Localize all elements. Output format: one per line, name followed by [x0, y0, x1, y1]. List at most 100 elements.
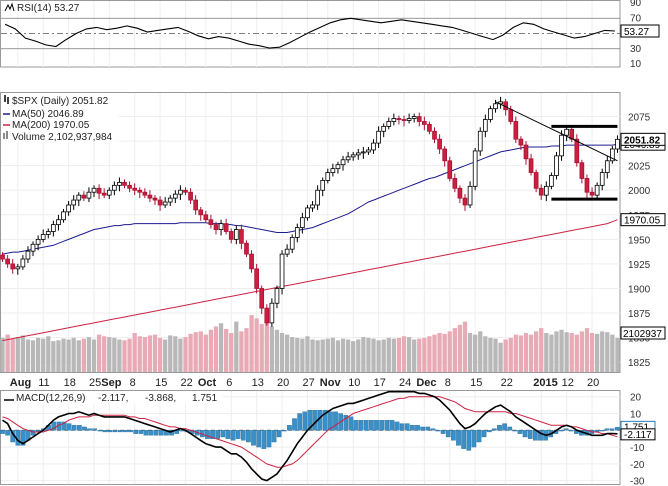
- candle-body: [157, 199, 163, 206]
- ma50-legend-label: MA(50) 2046.89: [12, 109, 84, 120]
- volume-bar: [198, 331, 203, 372]
- macd-histogram-bar: [281, 430, 287, 432]
- macd-histogram-bar: [66, 423, 72, 431]
- candle-body: [422, 121, 427, 125]
- candle-body: [218, 223, 224, 230]
- macd-histogram-bar: [158, 430, 164, 436]
- macd-histogram-bar: [466, 430, 472, 451]
- candle-body: [208, 219, 214, 226]
- trend-line: [495, 101, 618, 162]
- candle-body: [518, 138, 524, 146]
- volume-bar: [30, 340, 36, 372]
- macd-line: [2, 390, 618, 482]
- candle-body: [396, 118, 402, 120]
- volume-bar: [594, 333, 600, 372]
- macd-histogram-bar: [384, 420, 390, 431]
- macd-histogram-bar: [102, 430, 108, 433]
- candle-body: [371, 142, 376, 151]
- volume-bar: [142, 337, 147, 372]
- volume-bar: [117, 339, 122, 372]
- candle-body: [279, 253, 285, 289]
- candle-body: [5, 258, 10, 265]
- x-axis-label: 17: [374, 377, 386, 389]
- volume-bar: [218, 323, 224, 372]
- macd-histogram-bar: [604, 428, 610, 431]
- macd-histogram-bar: [568, 430, 574, 432]
- volume-bar: [86, 337, 92, 372]
- macd-histogram-bar: [599, 430, 605, 432]
- x-axis-label: 24: [399, 377, 411, 389]
- volume-bar: [559, 329, 564, 372]
- candle-body: [172, 193, 178, 199]
- x-axis-label: Sep: [101, 377, 121, 389]
- candle-body: [137, 189, 143, 193]
- candle-body: [391, 118, 397, 122]
- volume-bar: [391, 338, 396, 372]
- candle-body: [203, 214, 209, 221]
- macd-histogram-bar: [497, 425, 502, 431]
- volume-bar: [66, 339, 71, 372]
- macd-histogram-bar: [492, 428, 497, 431]
- candle-body: [355, 152, 361, 156]
- candle-body: [401, 119, 407, 121]
- volume-bar: [259, 324, 264, 372]
- macd-histogram-bar: [82, 426, 87, 431]
- volume-bar: [381, 339, 386, 372]
- volume-bar: [503, 339, 508, 372]
- candle-body: [66, 204, 71, 213]
- volume-bar: [5, 334, 10, 372]
- volume-bar: [107, 337, 112, 372]
- macd-histogram-bar: [87, 428, 92, 431]
- candle-body: [462, 197, 468, 206]
- macd-histogram-bar: [307, 409, 313, 431]
- volume-bar: [371, 338, 376, 372]
- macd-tick: -30: [630, 477, 645, 486]
- macd-histogram-bar: [61, 421, 67, 431]
- rsi-tick: 30: [630, 44, 642, 55]
- price-candle-icon: [4, 95, 9, 104]
- volume-bar: [81, 338, 86, 372]
- candle-body: [147, 194, 153, 199]
- last-close-tag-bg: [620, 132, 666, 146]
- candle-body: [574, 138, 580, 164]
- candle-body: [381, 125, 387, 132]
- macd-histogram-bar: [404, 423, 410, 431]
- candle-body: [274, 288, 280, 304]
- macd-histogram-bar: [210, 430, 215, 439]
- volume-bar: [473, 334, 478, 372]
- candle-body: [213, 224, 219, 230]
- volume-tag-bg: [620, 326, 666, 340]
- macd-histogram-bar: [445, 430, 451, 438]
- volume-bar: [554, 331, 559, 372]
- candle-body: [51, 224, 56, 232]
- candle-body: [10, 263, 16, 270]
- macd-histogram-bar: [369, 420, 374, 431]
- macd-histogram-bar: [527, 430, 533, 439]
- candle-body: [162, 201, 168, 206]
- macd-histogram-bar: [363, 420, 369, 431]
- macd-histogram-bar: [471, 430, 477, 448]
- macd-histogram-bar: [118, 430, 123, 433]
- candle-body: [335, 164, 341, 170]
- macd-signal-value: -3.868,: [145, 393, 176, 404]
- macd-histogram-bar: [297, 413, 302, 431]
- rsi-title-bg: [1, 1, 89, 14]
- volume-bar: [208, 329, 214, 372]
- candle-body: [300, 217, 305, 228]
- candle-body: [20, 258, 26, 268]
- macd-histogram-bar: [92, 428, 98, 431]
- volume-bar: [401, 336, 407, 372]
- volume-bar: [437, 333, 442, 372]
- macd-histogram-bar: [379, 420, 384, 431]
- volume-bar: [467, 333, 473, 372]
- volume-bar: [478, 331, 483, 372]
- volume-bar: [51, 341, 56, 372]
- volume-bar: [539, 328, 544, 372]
- candle-body: [523, 144, 529, 160]
- candle-body: [416, 116, 422, 122]
- volume-bar: [330, 337, 336, 372]
- volume-bar: [513, 334, 518, 372]
- candle-body: [432, 130, 437, 140]
- macd-histogram-bar: [271, 430, 277, 443]
